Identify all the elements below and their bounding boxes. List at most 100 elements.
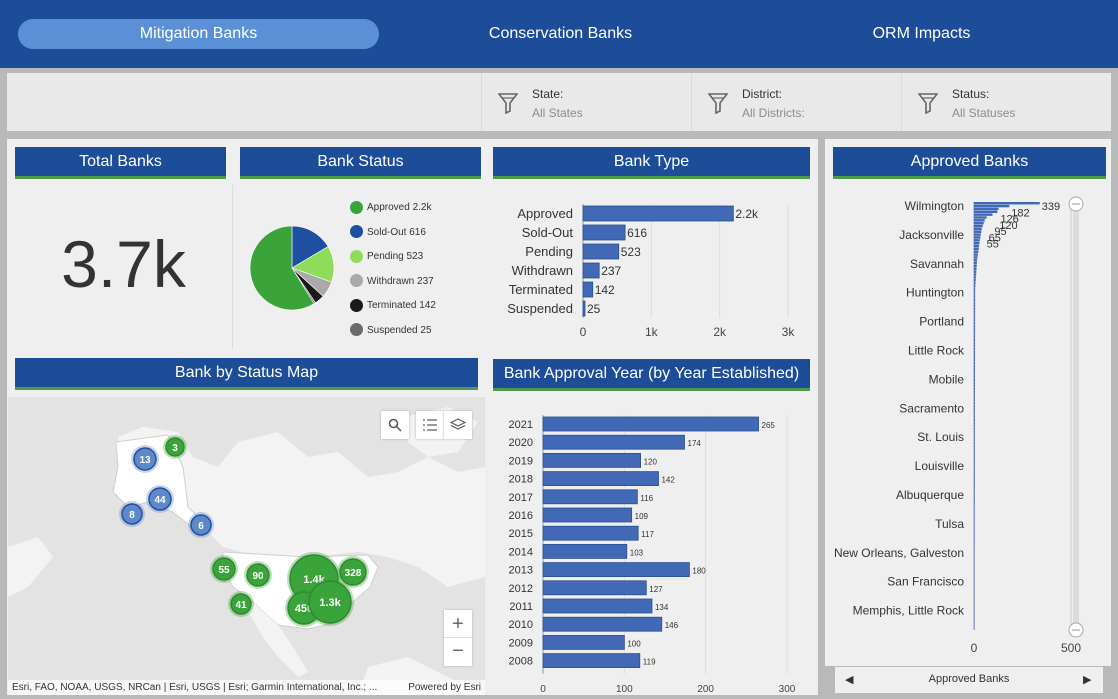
bar[interactable] <box>974 307 976 311</box>
bar[interactable] <box>974 527 975 530</box>
map-cluster[interactable]: 8 <box>119 501 145 527</box>
bar[interactable] <box>974 450 975 453</box>
bar[interactable] <box>974 470 975 473</box>
bar[interactable] <box>974 384 975 388</box>
bar[interactable] <box>974 416 975 419</box>
bar[interactable] <box>974 541 975 544</box>
bar[interactable] <box>974 590 975 593</box>
bar[interactable] <box>974 407 975 410</box>
powered-by-esri[interactable]: Powered by Esri <box>408 682 481 693</box>
bar[interactable] <box>974 547 975 550</box>
bar[interactable] <box>974 601 975 604</box>
bar[interactable] <box>974 430 975 433</box>
bar[interactable] <box>974 458 975 462</box>
bar-2014[interactable] <box>542 543 628 559</box>
bar-withdrawn[interactable] <box>582 262 600 279</box>
zoom-in-button[interactable]: + <box>444 610 472 638</box>
bar[interactable] <box>974 290 976 293</box>
tab-orm-impacts[interactable]: ORM Impacts <box>872 25 971 42</box>
legend-item-suspended[interactable]: Suspended 25 <box>350 323 432 339</box>
bar[interactable] <box>974 453 975 456</box>
bar[interactable] <box>974 444 975 447</box>
bar-2015[interactable] <box>542 525 639 541</box>
bar[interactable] <box>974 413 975 416</box>
bar-terminated[interactable] <box>582 281 594 298</box>
bar[interactable] <box>974 567 975 570</box>
bar[interactable] <box>974 438 975 442</box>
bar[interactable] <box>974 264 977 268</box>
bar-sold-out[interactable] <box>582 224 626 241</box>
bar[interactable] <box>974 447 975 450</box>
bar[interactable] <box>974 361 976 365</box>
bar[interactable] <box>974 487 975 490</box>
map-cluster[interactable]: 3 <box>163 435 187 459</box>
bar[interactable] <box>974 367 976 370</box>
legend-item-sold-out[interactable]: Sold-Out 616 <box>350 225 426 241</box>
bar[interactable] <box>974 433 975 436</box>
bar[interactable] <box>974 604 975 607</box>
bar[interactable] <box>974 592 975 596</box>
bar[interactable] <box>974 310 976 313</box>
bar[interactable] <box>974 224 983 228</box>
bar[interactable] <box>974 561 975 564</box>
bar[interactable] <box>974 327 976 330</box>
bar[interactable] <box>974 304 976 308</box>
map-search-button[interactable] <box>381 411 409 439</box>
legend-item-withdrawn[interactable]: Withdrawn 237 <box>350 274 434 290</box>
bar[interactable] <box>974 524 975 527</box>
legend-item-approved[interactable]: Approved 2.2k <box>350 200 432 216</box>
bar[interactable] <box>974 555 975 559</box>
bar[interactable] <box>974 498 975 502</box>
bar[interactable] <box>974 607 975 610</box>
bar[interactable] <box>974 532 975 536</box>
map-cluster[interactable]: 13 <box>131 445 159 473</box>
bar[interactable] <box>974 313 976 316</box>
bar[interactable] <box>974 581 975 584</box>
bar[interactable] <box>974 202 1040 205</box>
bar-2008[interactable] <box>542 653 641 669</box>
bar[interactable] <box>974 587 975 590</box>
map-cluster[interactable]: 41 <box>228 591 254 617</box>
bar[interactable] <box>974 250 979 253</box>
bar[interactable] <box>974 612 975 616</box>
map-layers-button[interactable] <box>444 411 472 439</box>
bar[interactable] <box>974 473 975 476</box>
bar[interactable] <box>974 273 977 276</box>
pie-slice-sold-out[interactable] <box>291 225 329 269</box>
bar[interactable] <box>974 621 975 624</box>
bar-2012[interactable] <box>542 580 647 596</box>
bar[interactable] <box>974 324 976 328</box>
bar[interactable] <box>974 481 975 485</box>
bar[interactable] <box>974 595 975 599</box>
map-cluster[interactable]: 55 <box>210 555 238 583</box>
bar[interactable] <box>974 624 975 627</box>
legend-item-pending[interactable]: Pending 523 <box>350 249 423 265</box>
bar[interactable] <box>974 501 975 505</box>
bar[interactable] <box>974 441 975 445</box>
status-filter[interactable]: Status: All Statuses <box>918 73 1108 131</box>
map-cluster[interactable]: 44 <box>146 485 174 513</box>
bar[interactable] <box>974 401 975 405</box>
bar[interactable] <box>974 338 976 342</box>
map-cluster[interactable]: 1.3k <box>306 578 354 626</box>
bar[interactable] <box>974 344 976 348</box>
map-legend-button[interactable] <box>416 411 444 439</box>
bar[interactable] <box>974 515 975 519</box>
bar[interactable] <box>974 572 975 576</box>
bar[interactable] <box>974 276 976 279</box>
bar[interactable] <box>974 435 975 439</box>
bar[interactable] <box>974 247 979 251</box>
bar[interactable] <box>974 550 975 553</box>
bar[interactable] <box>974 552 975 556</box>
district-filter-value[interactable]: All Districts: <box>742 106 805 120</box>
bar[interactable] <box>974 318 976 322</box>
pie-slice-approved[interactable] <box>249 225 315 311</box>
bar[interactable] <box>974 618 975 622</box>
bar[interactable] <box>974 610 975 613</box>
bar[interactable] <box>974 518 975 522</box>
bar[interactable] <box>974 296 976 299</box>
bar[interactable] <box>974 353 976 356</box>
tab-mitigation-banks[interactable]: Mitigation Banks <box>18 19 379 49</box>
bar[interactable] <box>974 398 975 402</box>
bar-2009[interactable] <box>542 634 625 650</box>
